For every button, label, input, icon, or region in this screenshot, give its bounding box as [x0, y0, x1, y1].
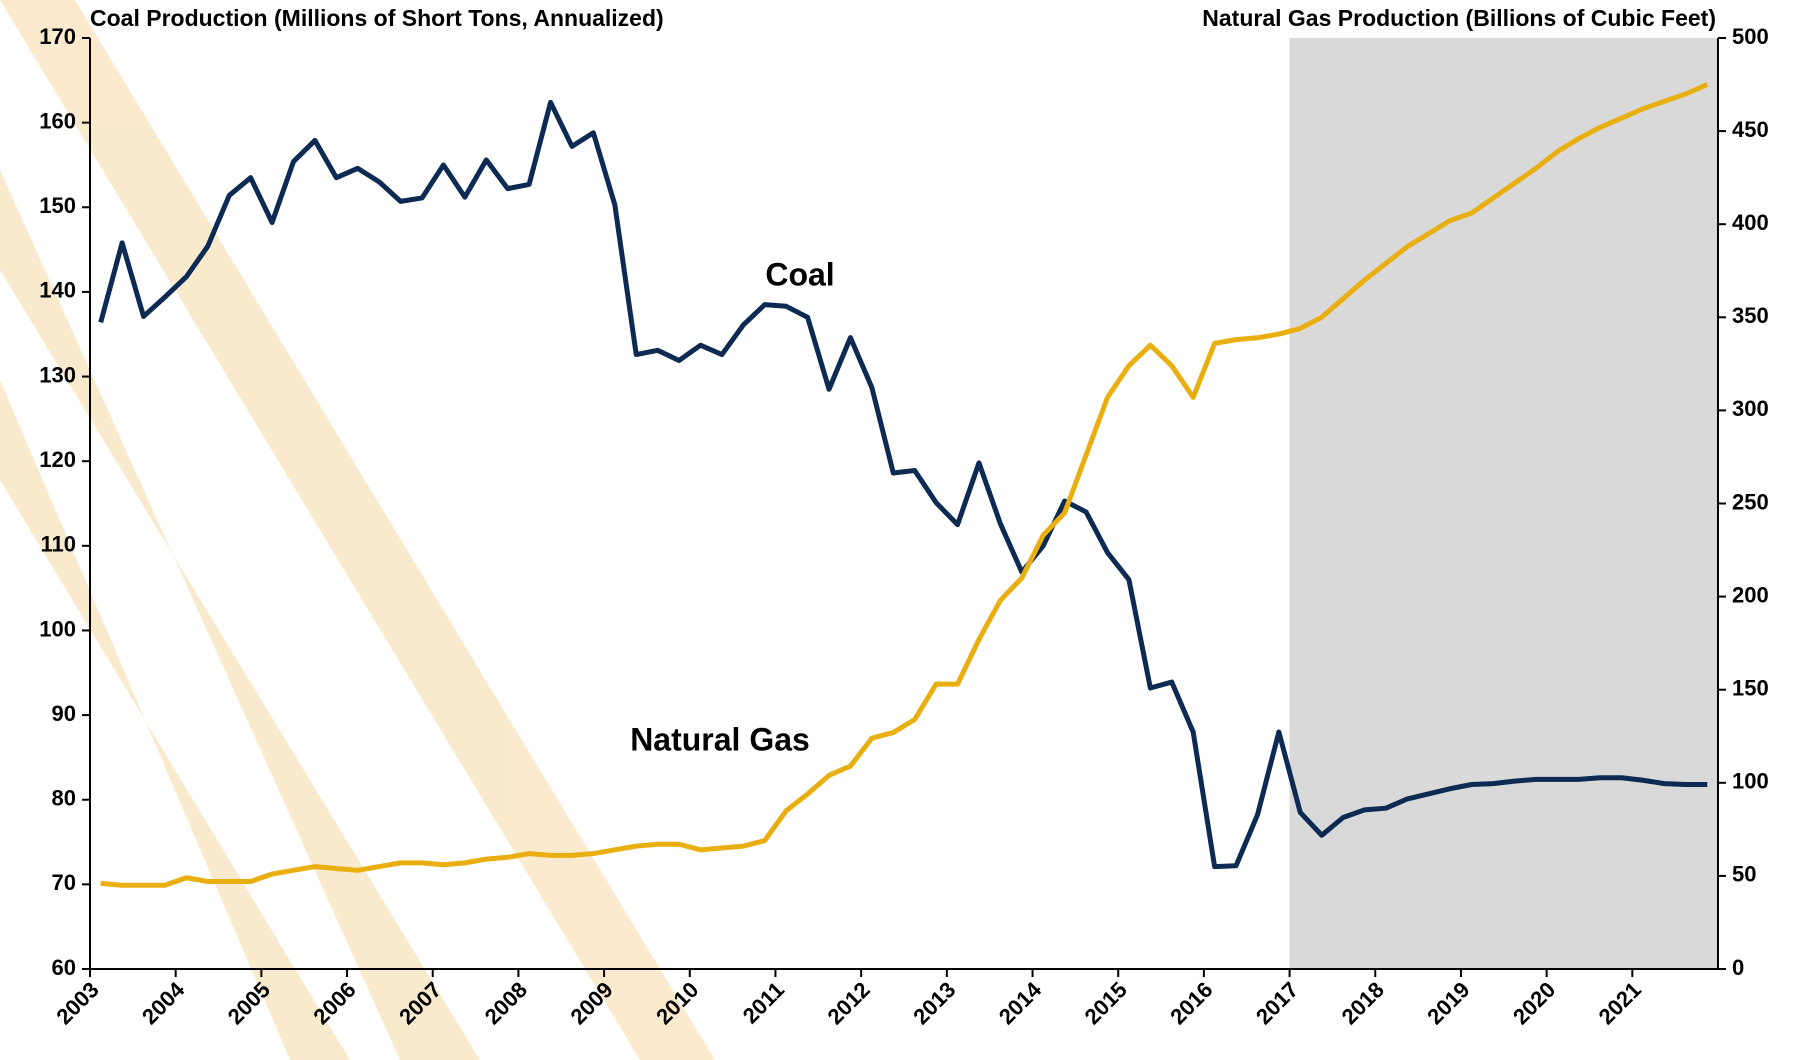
y-tick-label: 140 — [39, 278, 76, 303]
y-tick-label: 100 — [39, 616, 76, 641]
y-tick-label: 90 — [52, 701, 76, 726]
y-tick-label: 60 — [52, 955, 76, 980]
y-tick-label: 120 — [39, 447, 76, 472]
x-tick-label: 2017 — [1251, 977, 1303, 1029]
x-tick-label: 2015 — [1080, 977, 1132, 1029]
x-tick-label: 2019 — [1422, 977, 1474, 1029]
y-tick-label: 110 — [41, 532, 77, 557]
x-tick-label: 2020 — [1508, 977, 1560, 1029]
y-axis-title: Coal Production (Millions of Short Tons,… — [90, 5, 664, 31]
page: {"chart_data": { "type": "line", "y_labe… — [0, 0, 1805, 1060]
y2-axis-title: Natural Gas Production (Billions of Cubi… — [1202, 5, 1716, 31]
y2-tick-label: 500 — [1732, 24, 1769, 49]
x-tick-label: 2014 — [994, 976, 1047, 1029]
y2-tick-label: 150 — [1732, 676, 1769, 701]
chart: Coal Production (Millions of Short Tons,… — [0, 0, 1805, 1060]
x-tick-label: 2012 — [823, 977, 875, 1029]
y2-tick-label: 400 — [1732, 210, 1769, 235]
y2-tick-label: 450 — [1732, 117, 1769, 142]
decor-stripes — [0, 0, 715, 1060]
x-tick-label: 2004 — [137, 976, 190, 1029]
y-tick-label: 150 — [39, 193, 76, 218]
series-label: Natural Gas — [630, 721, 810, 757]
series-label: Coal — [765, 256, 834, 292]
y2-tick-label: 100 — [1732, 769, 1769, 794]
shaded-region — [1290, 38, 1718, 969]
y-tick-label: 80 — [52, 786, 76, 811]
y2-tick-label: 350 — [1732, 303, 1769, 328]
x-tick-label: 2021 — [1594, 977, 1646, 1029]
x-tick-label: 2011 — [738, 977, 789, 1028]
y2-tick-label: 50 — [1732, 862, 1756, 887]
x-tick-label: 2013 — [908, 977, 960, 1029]
x-tick-label: 2016 — [1165, 977, 1217, 1029]
x-tick-label: 2018 — [1337, 977, 1389, 1029]
x-tick-label: 2003 — [51, 977, 103, 1029]
y2-tick-label: 300 — [1732, 396, 1769, 421]
x-tick-label: 2008 — [480, 977, 532, 1029]
y-tick-label: 70 — [52, 870, 76, 895]
y-tick-label: 170 — [39, 24, 76, 49]
y-tick-label: 160 — [39, 108, 76, 133]
y2-tick-label: 0 — [1732, 955, 1744, 980]
y-tick-label: 130 — [39, 362, 76, 387]
y2-tick-label: 250 — [1732, 489, 1769, 514]
y2-tick-label: 200 — [1732, 582, 1769, 607]
